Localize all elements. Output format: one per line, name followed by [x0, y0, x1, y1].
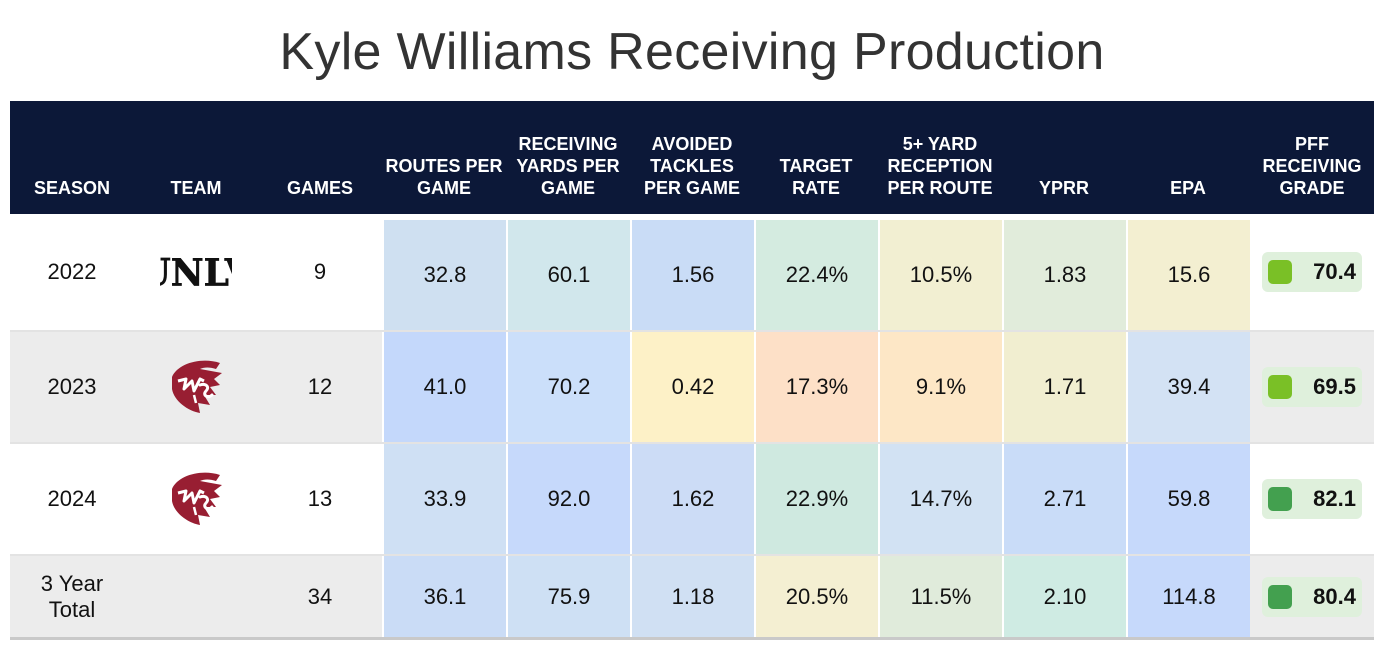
header-avoided-tackles-per-game[interactable]: AVOIDED TACKLES PER GAME — [643, 134, 740, 198]
grade-value: 80.4 — [1313, 583, 1356, 609]
header-target-rate[interactable]: TARGET RATE — [779, 156, 853, 198]
receiving-yards-per-game-cell: 60.1 — [506, 220, 630, 330]
unlv-logo-icon: UNLV — [160, 252, 232, 292]
stats-table: SEASON TEAM GAMES ROUTES PER GAME RECEIV… — [10, 101, 1374, 640]
yprr-cell: 2.10 — [1002, 556, 1126, 637]
target-rate-cell: 22.4% — [754, 220, 878, 330]
avoided-tackles-per-game-cell: 1.62 — [630, 444, 754, 554]
wsu-cougars-logo-icon — [172, 360, 222, 413]
season-cell: 2023 — [47, 374, 97, 399]
pff-grade-cell: 70.4 — [1250, 214, 1374, 330]
games-cell: 34 — [307, 583, 333, 609]
five-yard-reception-per-route-cell: 14.7% — [878, 444, 1002, 554]
table-row[interactable]: 2024 13 33.9 92.0 1.62 22.9% 14.7% 2.71 59.8 82.… — [10, 444, 1374, 556]
grade-badge: 69.5 — [1262, 367, 1362, 407]
header-yprr[interactable]: YPRR — [1038, 178, 1089, 198]
grade-badge: 80.4 — [1262, 576, 1362, 617]
yprr-cell: 1.71 — [1002, 332, 1126, 442]
pff-grade-cell: 80.4 — [1250, 556, 1374, 637]
grade-color-indicator-icon — [1268, 260, 1292, 284]
chart-title: Kyle Williams Receiving Production — [279, 23, 1105, 81]
grade-value: 70.4 — [1313, 259, 1356, 284]
avoided-tackles-per-game-cell: 1.18 — [630, 556, 754, 637]
grade-badge: 70.4 — [1262, 252, 1362, 292]
games-cell: 13 — [307, 486, 333, 511]
grade-color-indicator-icon — [1268, 584, 1292, 609]
avoided-tackles-per-game-cell: 0.42 — [630, 332, 754, 442]
five-yard-reception-per-route-cell: 9.1% — [878, 332, 1002, 442]
team-cell — [134, 332, 258, 442]
target-rate-cell: 17.3% — [754, 332, 878, 442]
team-cell: UNLV — [134, 214, 258, 330]
header-season[interactable]: SEASON — [33, 178, 111, 198]
routes-per-game-cell: 41.0 — [382, 332, 506, 442]
table-row[interactable]: 3 Year Total 34 36.1 75.9 1.18 20.5% 11.5% 2.10… — [10, 556, 1374, 640]
pff-grade-cell: 69.5 — [1250, 332, 1374, 442]
epa-cell: 15.6 — [1126, 220, 1250, 330]
header-epa[interactable]: EPA — [1170, 178, 1206, 198]
epa-cell: 39.4 — [1126, 332, 1250, 442]
routes-per-game-cell: 32.8 — [382, 220, 506, 330]
yprr-cell: 2.71 — [1002, 444, 1126, 554]
team-cell — [134, 444, 258, 554]
table-row[interactable]: 2023 12 41.0 70.2 0.42 17.3% 9.1% 1.71 39.4 69.5 — [10, 332, 1374, 444]
season-cell: 3 Year Total — [40, 570, 104, 622]
grade-value: 82.1 — [1313, 486, 1356, 511]
header-routes-per-game[interactable]: ROUTES PER GAME — [385, 156, 503, 198]
avoided-tackles-per-game-cell: 1.56 — [630, 220, 754, 330]
grade-value: 69.5 — [1313, 374, 1356, 399]
target-rate-cell: 22.9% — [754, 444, 878, 554]
header-five-yard-reception-per-route[interactable]: 5+ YARD RECEPTION PER ROUTE — [887, 134, 993, 198]
header-team[interactable]: TEAM — [170, 178, 222, 198]
header-games[interactable]: GAMES — [286, 178, 353, 198]
games-cell: 12 — [307, 374, 333, 399]
table-row[interactable]: 2022 UNLV 9 32.860.11.5622.4%10.5%1.8315.… — [10, 214, 1374, 332]
grade-badge: 82.1 — [1262, 479, 1362, 519]
routes-per-game-cell: 33.9 — [382, 444, 506, 554]
wsu-cougars-logo-icon — [172, 472, 222, 525]
receiving-yards-per-game-cell: 75.9 — [506, 556, 630, 637]
receiving-yards-per-game-cell: 70.2 — [506, 332, 630, 442]
unlv-logo-text: UNLV — [160, 252, 232, 292]
epa-cell: 59.8 — [1126, 444, 1250, 554]
header-receiving-yards-per-game[interactable]: RECEIVING YARDS PER GAME — [516, 134, 620, 198]
grade-color-indicator-icon — [1268, 375, 1292, 399]
target-rate-cell: 20.5% — [754, 556, 878, 637]
team-cell — [134, 556, 258, 637]
games-cell: 9 — [313, 259, 327, 284]
header-pff-receiving-grade[interactable]: PFF RECEIVING GRADE — [1262, 134, 1362, 198]
receiving-yards-per-game-cell: 92.0 — [506, 444, 630, 554]
grade-color-indicator-icon — [1268, 487, 1292, 511]
routes-per-game-cell: 36.1 — [382, 556, 506, 637]
five-yard-reception-per-route-cell: 10.5% — [878, 220, 1002, 330]
season-cell: 2022 — [47, 259, 97, 284]
season-cell: 2024 — [47, 486, 97, 511]
yprr-cell: 1.83 — [1002, 220, 1126, 330]
five-yard-reception-per-route-cell: 11.5% — [878, 556, 1002, 637]
table-body: 2022 UNLV 9 32.860.11.5622.4%10.5%1.8315.… — [10, 214, 1374, 640]
epa-cell: 114.8 — [1126, 556, 1250, 637]
table-header: SEASON TEAM GAMES ROUTES PER GAME RECEIV… — [10, 101, 1374, 214]
pff-grade-cell: 82.1 — [1250, 444, 1374, 554]
